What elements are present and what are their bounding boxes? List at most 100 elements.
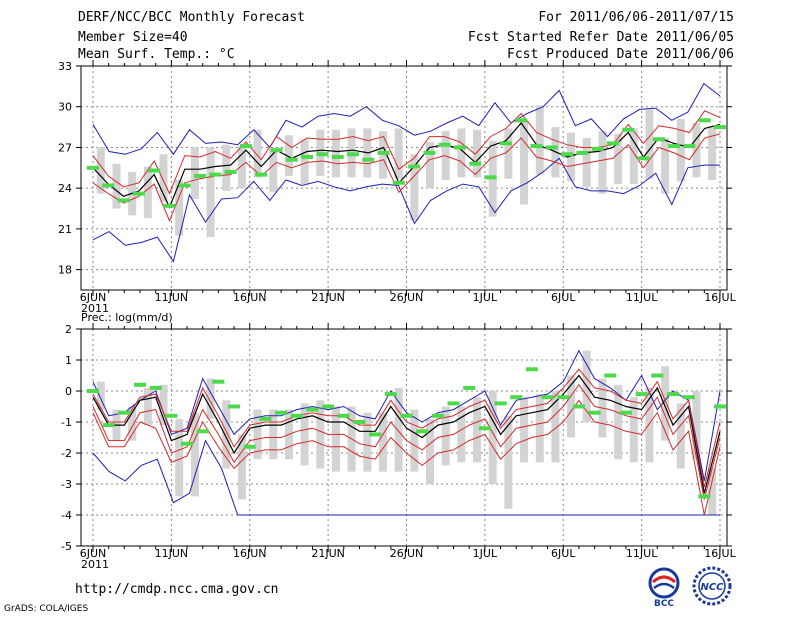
observation-marker <box>117 198 130 203</box>
observation-marker <box>384 392 397 397</box>
member-range-bar <box>331 129 340 178</box>
lower-spread-line <box>92 383 721 500</box>
member-range-bar <box>237 146 246 189</box>
source-url[interactable]: http://cmdp.ncc.cma.gov.cn <box>75 582 279 597</box>
observation-marker <box>447 401 460 406</box>
member-range-bar <box>159 154 168 202</box>
y-tick-label: 18 <box>58 264 72 277</box>
member-range-bar <box>708 127 717 181</box>
observation-marker <box>194 173 207 178</box>
observation-marker <box>87 165 99 170</box>
observation-marker <box>545 145 558 150</box>
observation-marker <box>463 385 476 390</box>
member-range-bar <box>269 409 278 460</box>
x-tick-label: 6JUN <box>80 547 107 560</box>
member-range-bar <box>504 128 513 179</box>
observation-marker <box>576 150 589 155</box>
member-range-bar <box>378 412 387 472</box>
observation-marker <box>87 389 99 393</box>
x-tick-label: 21JUN <box>311 291 345 304</box>
member-range-bar <box>520 397 529 463</box>
observation-marker <box>416 429 429 434</box>
member-range-bar <box>175 418 184 497</box>
x-tick-label: 1JUL <box>473 547 498 560</box>
ensemble-mean-line <box>92 374 721 494</box>
observation-marker <box>224 169 237 174</box>
observation-marker <box>285 157 298 162</box>
x-tick-label: 16JUL <box>704 291 736 304</box>
observation-marker <box>510 395 523 400</box>
observation-marker <box>572 404 585 409</box>
observation-marker <box>259 416 272 421</box>
observation-marker <box>196 429 209 434</box>
observation-marker <box>499 141 512 146</box>
member-range-bar <box>284 135 293 176</box>
member-range-bar <box>394 128 403 179</box>
ensemble-mean-line <box>92 122 721 209</box>
y-tick-label: 2 <box>65 323 72 336</box>
observation-marker <box>316 152 329 157</box>
observation-marker <box>369 432 382 437</box>
observation-marker <box>683 144 696 149</box>
observation-marker <box>530 144 543 149</box>
observation-marker <box>331 154 344 159</box>
observation-marker <box>714 125 726 130</box>
observation-marker <box>163 203 176 208</box>
member-range-bar <box>567 132 576 182</box>
member-range-bar <box>535 105 544 175</box>
member-range-bar <box>614 133 623 185</box>
observation-marker <box>484 175 497 180</box>
member-range-bar <box>331 406 340 472</box>
observation-marker <box>228 404 241 409</box>
observation-marker <box>178 183 191 188</box>
y-tick-label: 30 <box>58 101 72 114</box>
member-range-bar <box>457 406 466 463</box>
observation-marker <box>165 413 178 418</box>
observation-marker <box>635 392 648 397</box>
y-tick-label: -1 <box>61 416 72 429</box>
y-tick-label: 27 <box>58 141 72 154</box>
x-tick-label: 21JUN <box>311 547 345 560</box>
member-range-bar <box>269 148 278 193</box>
grads-credit: GrADS: COLA/IGES <box>4 604 89 614</box>
observation-marker <box>322 404 335 409</box>
member-range-bar <box>300 139 309 185</box>
observation-marker <box>619 410 632 415</box>
observation-marker <box>239 144 252 149</box>
observation-marker <box>306 407 319 412</box>
observation-marker <box>337 413 350 418</box>
y-tick-label: -3 <box>61 478 72 491</box>
max-envelope-line <box>92 349 721 481</box>
max-envelope-line <box>92 82 721 156</box>
observation-marker <box>118 410 131 415</box>
member-range-bar <box>410 154 419 221</box>
observation-marker <box>478 426 491 431</box>
observation-marker <box>362 157 375 162</box>
member-range-bar <box>237 434 246 500</box>
observation-marker <box>561 152 574 157</box>
member-range-bar <box>128 406 137 441</box>
member-range-bar <box>708 468 717 515</box>
member-range-bar <box>96 147 105 194</box>
observation-marker <box>181 441 194 446</box>
member-range-bar <box>190 147 199 200</box>
observation-marker <box>557 395 570 400</box>
observation-marker <box>541 395 554 400</box>
member-range-bar <box>520 121 529 205</box>
upper-spread-line <box>92 110 721 195</box>
observation-marker <box>270 148 283 153</box>
member-range-bar <box>661 366 670 441</box>
ncc-logo: NCC <box>692 566 732 606</box>
member-range-bar <box>629 397 638 463</box>
observation-marker <box>454 145 467 150</box>
plot-frame <box>80 328 728 547</box>
member-range-bar <box>222 144 231 191</box>
observation-marker <box>682 395 695 400</box>
observation-marker <box>714 404 726 409</box>
fcst-started-label: Fcst Started Refer Date 2011/06/05 <box>467 30 734 45</box>
observation-marker <box>275 410 288 415</box>
observation-marker <box>134 382 147 387</box>
lower-spread-line <box>92 133 721 223</box>
